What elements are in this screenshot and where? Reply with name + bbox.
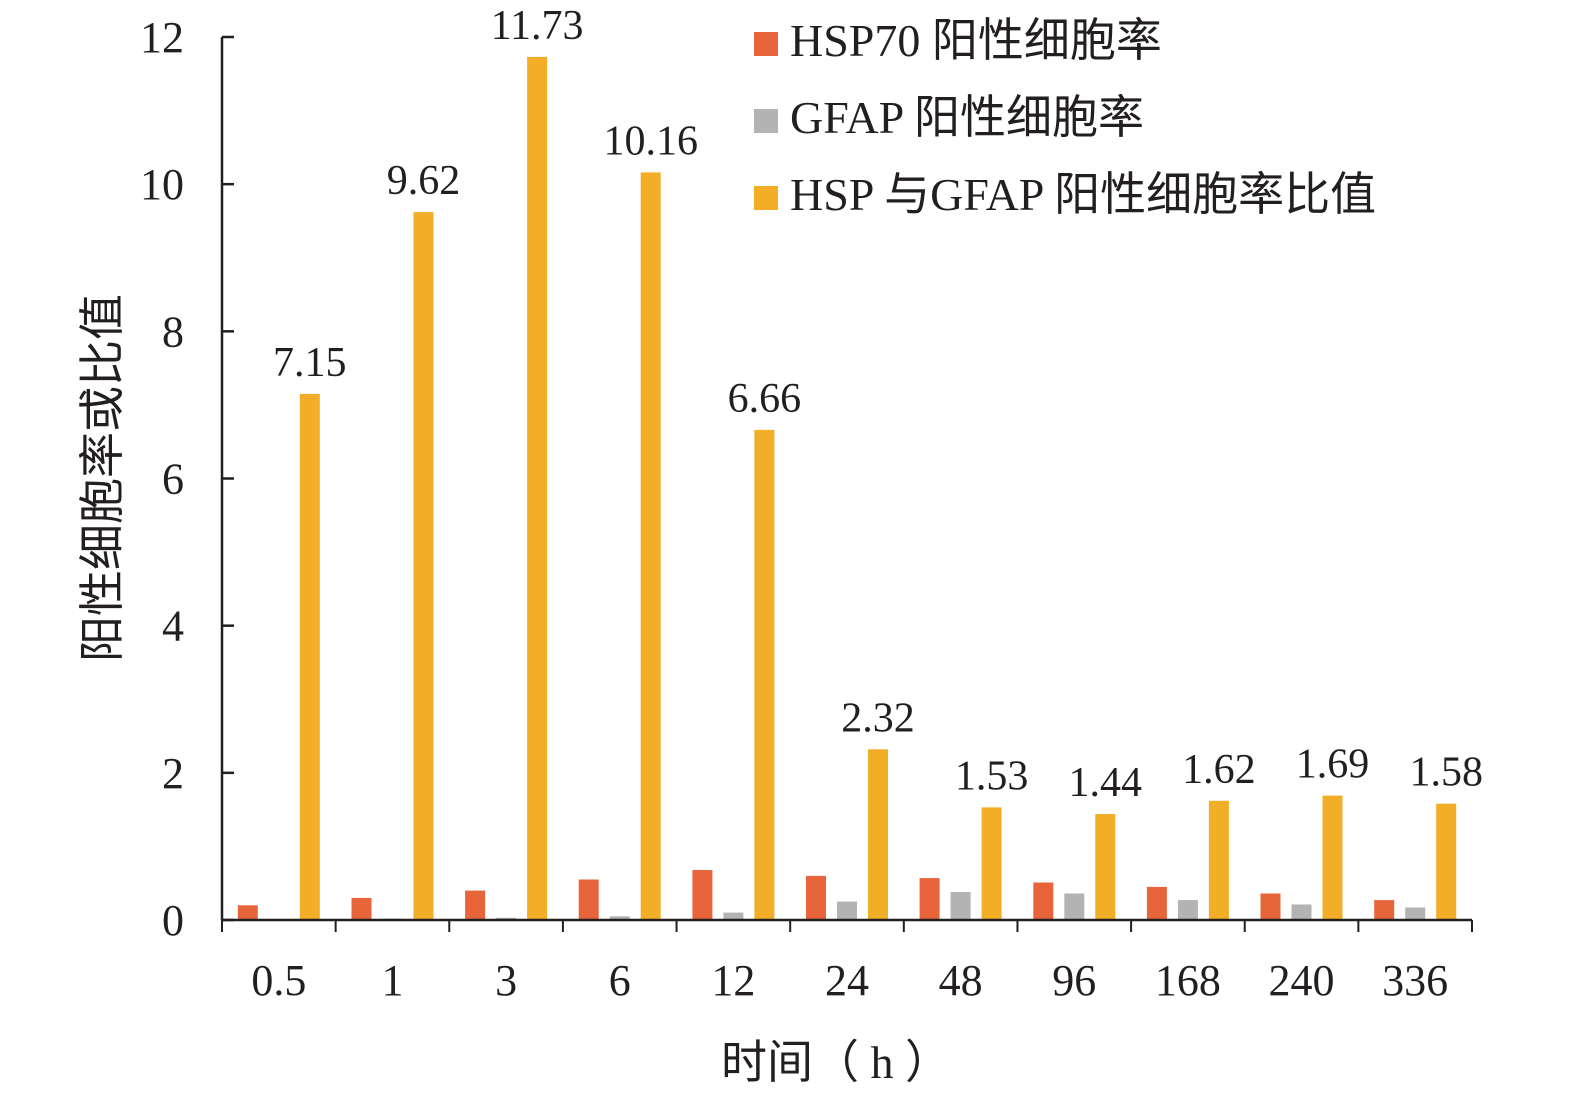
legend-label-1: HSP70 阳性细胞率: [790, 15, 1162, 66]
x-tick-label-24: 24: [825, 956, 869, 1005]
x-tick-label-240: 240: [1269, 956, 1335, 1005]
x-tick-label-48: 48: [939, 956, 983, 1005]
y-axis-title: 阳性细胞率或比值: [77, 294, 128, 662]
data-label-6: 10.16: [603, 118, 698, 164]
bar-series2-168: [1177, 900, 1198, 920]
data-label-3: 11.73: [491, 3, 584, 49]
legend: HSP70 阳性细胞率 GFAP 阳性细胞率 HSP 与GFAP 阳性细胞率比值: [754, 15, 1376, 220]
bar-series2-48: [950, 892, 971, 920]
x-axis-title: 时间（ h ）: [721, 1037, 951, 1088]
data-label-48: 1.53: [955, 753, 1029, 799]
bar-series3-6: [640, 172, 661, 920]
bar-series1-336: [1374, 900, 1395, 920]
bar-series3-0.5: [299, 393, 320, 920]
x-tick-label-336: 336: [1382, 956, 1448, 1005]
data-label-240: 1.69: [1296, 742, 1370, 788]
x-tick-label-96: 96: [1052, 956, 1096, 1005]
data-label-12: 6.66: [728, 376, 802, 422]
x-tick-label-12: 12: [711, 956, 755, 1005]
bar-series2-6: [609, 916, 630, 920]
bar-series2-240: [1291, 904, 1312, 920]
bar-series3-3: [527, 56, 548, 920]
y-tick-label-6: 6: [162, 455, 184, 504]
legend-label-3: HSP 与GFAP 阳性细胞率比值: [790, 169, 1376, 220]
bar-series1-1: [351, 897, 372, 920]
data-label-1: 9.62: [387, 158, 461, 204]
bar-series3-12: [754, 429, 775, 920]
bar-series1-24: [806, 875, 826, 920]
x-tick-label-6: 6: [609, 956, 631, 1005]
y-tick-label-8: 8: [162, 307, 184, 356]
legend-swatch-2: [754, 109, 778, 133]
bar-series2-336: [1405, 907, 1426, 920]
data-label-0.5: 7.15: [273, 340, 347, 386]
bar-series3-1: [413, 212, 434, 921]
bar-series3-24: [868, 749, 888, 920]
bar-series3-336: [1436, 803, 1457, 920]
bar-series1-168: [1146, 886, 1167, 920]
y-tick-label-4: 4: [162, 602, 184, 651]
bar-series2-96: [1064, 893, 1085, 920]
bar-series1-0.5: [237, 905, 258, 920]
bar-series1-96: [1033, 882, 1054, 920]
x-tick-label-168: 168: [1155, 956, 1221, 1005]
legend-swatch-3: [754, 186, 778, 210]
bar-series1-240: [1260, 893, 1281, 920]
bar-series1-6: [578, 879, 599, 920]
legend-label-2: GFAP 阳性细胞率: [790, 92, 1144, 143]
data-label-96: 1.44: [1069, 760, 1143, 806]
bar-series2-12: [723, 912, 744, 920]
bars-layer: [237, 56, 1457, 921]
bar-series3-240: [1322, 795, 1343, 920]
x-tick-label-0.5: 0.5: [251, 956, 306, 1005]
data-label-24: 2.32: [841, 695, 915, 741]
bar-series2-24: [837, 901, 857, 920]
bar-series1-48: [919, 878, 940, 920]
y-tick-label-2: 2: [162, 749, 184, 798]
bar-series1-12: [692, 870, 713, 920]
y-tick-label-0: 0: [162, 896, 184, 945]
bar-series3-48: [981, 807, 1002, 920]
bar-series3-168: [1208, 800, 1229, 920]
x-tick-label-3: 3: [495, 956, 517, 1005]
y-tick-label-12: 12: [140, 13, 184, 62]
y-ticks-layer: 0 2 4 6 8 10 12: [140, 13, 234, 945]
legend-swatch-1: [754, 32, 778, 56]
data-label-336: 1.58: [1409, 750, 1483, 796]
bar-series3-96: [1095, 814, 1116, 920]
y-tick-label-10: 10: [140, 160, 184, 209]
x-ticks-layer: 0.5 1 3 6 12 24 48 96 168 240 336: [221, 920, 1473, 1005]
x-tick-label-1: 1: [381, 956, 403, 1005]
data-label-168: 1.62: [1182, 747, 1256, 793]
data-labels-layer: 7.15 9.62 11.73 10.16 6.66 2.32 1.53 1.44 1.62 1.…: [273, 3, 1483, 806]
bar-series1-3: [465, 890, 486, 920]
